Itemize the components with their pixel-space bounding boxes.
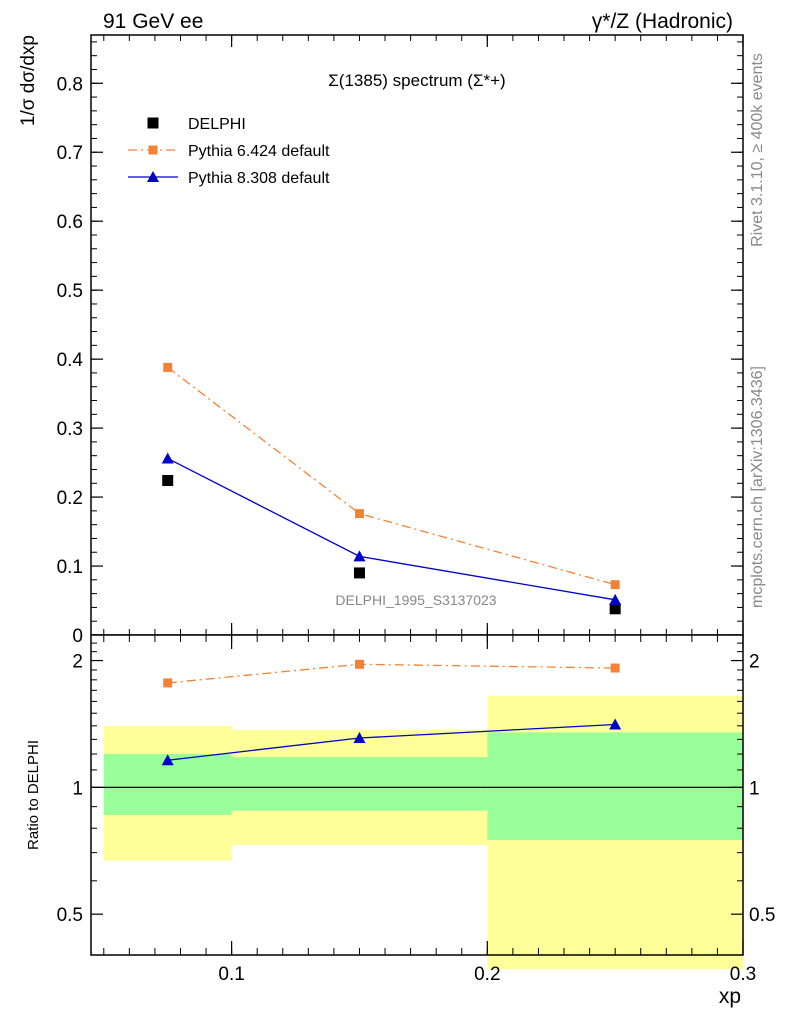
ratio-data-point	[161, 754, 174, 766]
main-y-tick-label: 0.3	[57, 419, 83, 440]
x-axis-label: xp	[719, 985, 741, 1008]
header-left: 91 GeV ee	[103, 10, 203, 33]
ratio-y-tick-label-right: 2	[749, 652, 760, 673]
main-y-tick-label: 0	[72, 626, 83, 647]
ratio-y-tick-label-right: 0.5	[749, 905, 775, 926]
main-y-tick-label: 0.2	[57, 488, 83, 509]
main-title: Σ(1385) spectrum (Σ*+)	[328, 71, 505, 90]
rivet-label: Rivet 3.1.10, ≥ 400k events	[749, 53, 766, 247]
ratio-data-point	[353, 731, 366, 743]
main-y-label: 1/σ dσ/dxp	[18, 35, 39, 126]
mcplots-label: mcplots.cern.ch [arXiv:1306.3436]	[749, 366, 766, 608]
main-data-point	[163, 362, 173, 372]
main-y-tick-label: 0.5	[57, 281, 83, 302]
ratio-green-band	[231, 757, 488, 811]
ratio-data-point	[354, 659, 364, 669]
main-data-point	[353, 550, 366, 562]
header-right: γ*/Z (Hadronic)	[592, 10, 733, 33]
main-axes: 0 0.1 0.2 0.3 0.4 0.5 0.6 0.7 0.8	[57, 35, 744, 647]
ratio-data-point	[610, 663, 620, 673]
ratio-y-tick-label: 1	[72, 778, 83, 799]
ratio-y-tick-label: 2	[72, 652, 83, 673]
ratio-axes: 0.5 0.5 1 1 2 2 0.1 0.2 0.3	[57, 635, 775, 985]
main-y-tick-label: 0.4	[57, 350, 84, 371]
legend-marker	[147, 117, 159, 129]
main-y-tick-label: 0.8	[57, 74, 83, 95]
ratio-series-points	[161, 659, 622, 766]
x-tick-label: 0.2	[474, 964, 500, 985]
ratio-y-tick-label-right: 1	[749, 778, 760, 799]
main-data-point	[353, 567, 365, 579]
ratio-y-label: Ratio to DELPHI	[25, 740, 42, 850]
main-panel-bg	[91, 35, 743, 635]
legend-marker	[147, 171, 159, 182]
ratio-data-point	[163, 678, 173, 688]
ratio-green-band	[487, 732, 743, 841]
x-tick-label: 0.1	[218, 964, 244, 985]
main-panel: 0 0.1 0.2 0.3 0.4 0.5 0.6 0.7 0.8 Σ(1385) spectr…	[18, 34, 744, 647]
main-data-point	[354, 509, 364, 519]
main-data-point	[609, 593, 622, 605]
main-y-tick-label: 0.6	[57, 212, 83, 233]
ratio-y-tick-label: 0.5	[57, 905, 83, 926]
main-data-point	[161, 452, 174, 464]
legend: DELPHI Pythia 6.424 default Pythia 8.308 d…	[128, 116, 330, 187]
legend-label: Pythia 8.308 default	[188, 170, 330, 187]
main-data-point	[609, 603, 621, 615]
legend-label: Pythia 6.424 default	[188, 143, 330, 160]
legend-label: DELPHI	[188, 116, 246, 133]
main-y-tick-label: 0.7	[57, 143, 83, 164]
main-y-tick-label: 0.1	[57, 557, 83, 578]
main-series-points	[161, 362, 622, 615]
ratio-panel: 0.5 0.5 1 1 2 2 0.1 0.2 0.3 Ratio to DELPHI xp	[25, 634, 775, 1008]
ratio-data-point	[609, 718, 622, 730]
main-data-point	[162, 475, 174, 487]
x-tick-label: 0.3	[730, 964, 756, 985]
ratio-panel-frame	[90, 634, 744, 956]
main-data-point	[610, 580, 620, 590]
legend-marker	[148, 145, 158, 155]
analysis-watermark: DELPHI_1995_S3137023	[335, 592, 496, 608]
